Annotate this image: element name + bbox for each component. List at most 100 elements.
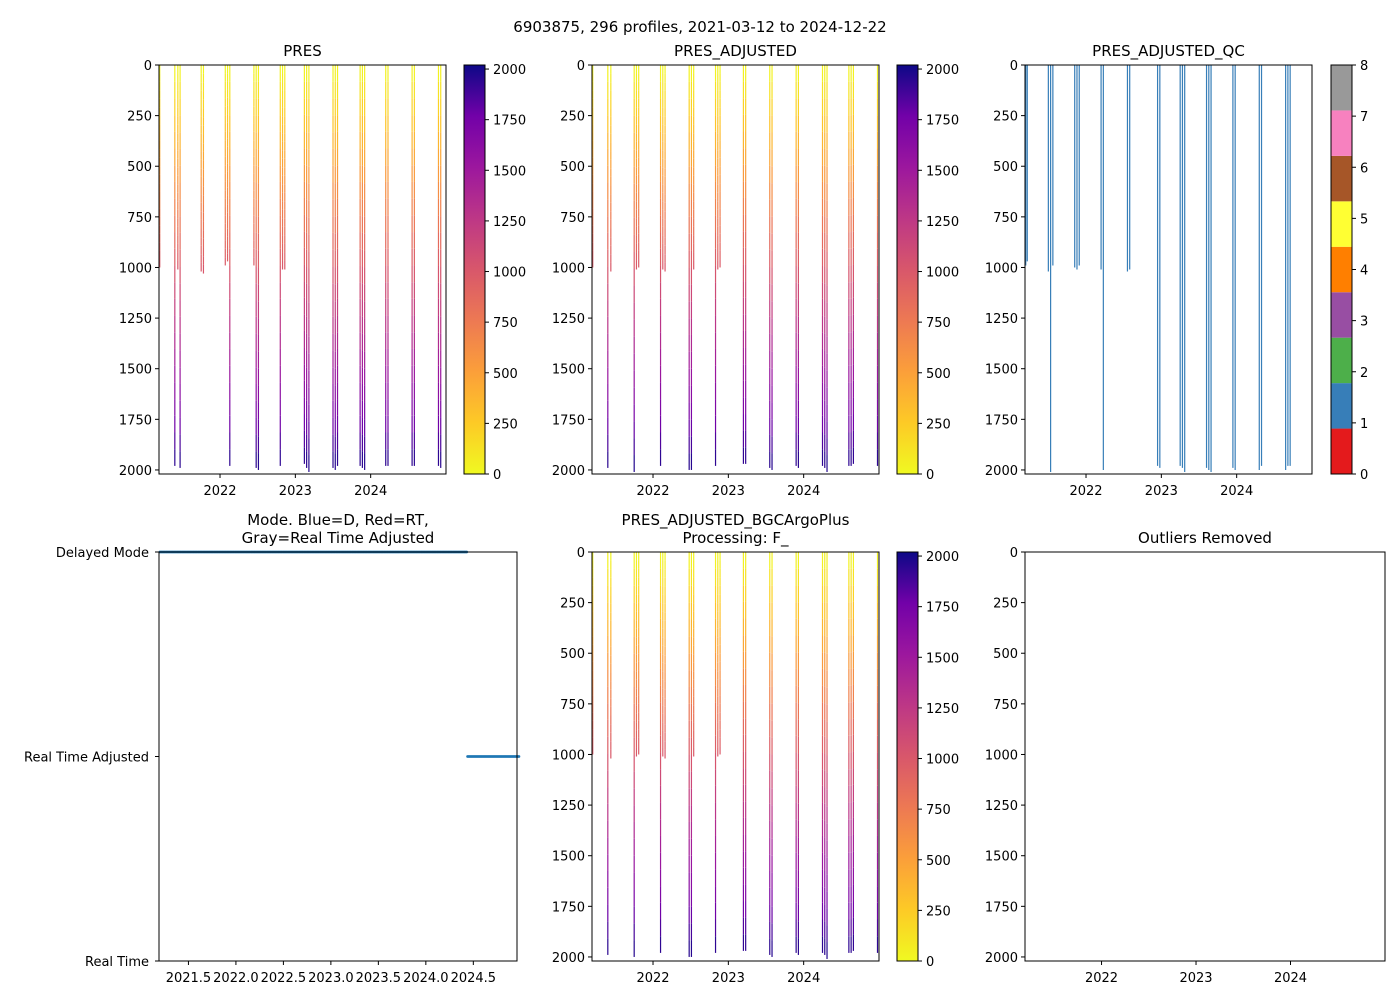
y-tick-label: 0 — [577, 59, 585, 74]
colorbar-tick-label: 500 — [493, 367, 518, 382]
chart-outliers: Outliers Removed 0 250 500 750 1000 1250 1500 17… — [985, 529, 1386, 986]
y-tick-label: 1000 — [552, 748, 585, 763]
colorbar-gradient — [464, 65, 485, 474]
y-tick-label: 750 — [127, 211, 152, 226]
y-tick-label: 500 — [127, 160, 152, 175]
colorbar-segment — [1331, 383, 1352, 429]
colorbar-tick-label: 1000 — [926, 753, 959, 768]
y-tick-label: 250 — [993, 110, 1018, 125]
chart-pres_adj: PRES_ADJUSTED 0 250 500 750 1000 1250 1500 1750 2… — [552, 42, 959, 499]
x-tick-label: 2023 — [279, 484, 312, 499]
y-tick-label: 1250 — [985, 312, 1018, 327]
colorbar-segment — [1331, 110, 1352, 156]
figure-title: 6903875, 296 profiles, 2021-03-12 to 202… — [513, 18, 886, 36]
colorbar-tick-label: 4 — [1360, 264, 1368, 279]
colorbar-tick-label: 500 — [926, 367, 951, 382]
colorbar-tick-label: 0 — [926, 955, 934, 970]
y-tick-label: 1750 — [552, 900, 585, 915]
y-tick-label: 1500 — [119, 363, 152, 378]
colorbar-segment — [1331, 292, 1352, 338]
colorbar-gradient — [897, 65, 918, 474]
colorbar-tick-label: 0 — [1360, 468, 1368, 483]
colorbar-tick-label: 1250 — [926, 215, 959, 230]
y-tick-label: 500 — [560, 160, 585, 175]
colorbar-tick-label: 750 — [493, 316, 518, 331]
y-tick-label: 750 — [560, 211, 585, 226]
colorbar-tick-label: 2 — [1360, 366, 1368, 381]
y-tick-label: 500 — [993, 647, 1018, 662]
y-tick-label: 1250 — [552, 312, 585, 327]
y-category-label: Real Time Adjusted — [24, 751, 149, 766]
y-tick-label: 1250 — [119, 312, 152, 327]
x-tick-label: 2024.0 — [403, 971, 449, 986]
x-tick-label: 2024 — [1274, 971, 1307, 986]
colorbar-tick-label: 0 — [493, 468, 501, 483]
y-tick-label: 2000 — [552, 464, 585, 479]
plot-frame — [591, 551, 880, 962]
colorbar-tick-label: 1750 — [926, 114, 959, 129]
colorbar-frame — [1330, 64, 1353, 475]
colorbar-frame — [896, 64, 919, 475]
x-tick-label: 2022 — [1085, 971, 1118, 986]
chart-title: Outliers Removed — [1138, 529, 1272, 547]
y-tick-label: 250 — [560, 110, 585, 125]
colorbar-gradient — [897, 552, 918, 961]
chart-title: PRES — [283, 42, 321, 60]
y-tick-label: 750 — [560, 698, 585, 713]
x-tick-label: 2022 — [1069, 484, 1102, 499]
chart-pres_adj_qc: PRES_ADJUSTED_QC025050075010001250150017… — [985, 42, 1368, 499]
plot-frame — [1024, 551, 1386, 962]
colorbar-tick-label: 6 — [1360, 161, 1368, 176]
y-tick-label: 2000 — [119, 464, 152, 479]
x-tick-label: 2024 — [1220, 484, 1253, 499]
y-tick-label: 1000 — [985, 261, 1018, 276]
colorbar-tick-label: 1000 — [926, 266, 959, 281]
y-tick-label: 1500 — [985, 363, 1018, 378]
y-tick-label: 1000 — [985, 748, 1018, 763]
y-tick-label: 1250 — [552, 799, 585, 814]
y-tick-label: 0 — [144, 59, 152, 74]
y-category-label: Delayed Mode — [56, 546, 149, 561]
plot-frame — [158, 64, 447, 475]
x-tick-label: 2024 — [787, 971, 820, 986]
y-tick-label: 2000 — [552, 951, 585, 966]
data-point — [517, 755, 521, 758]
y-tick-label: 1500 — [985, 850, 1018, 865]
x-tick-label: 2023.0 — [308, 971, 354, 986]
y-tick-label: 1500 — [552, 363, 585, 378]
colorbar-segment — [1331, 155, 1352, 202]
colorbar-segment — [1331, 337, 1352, 384]
y-tick-label: 2000 — [985, 951, 1018, 966]
colorbar-tick-label: 1750 — [926, 601, 959, 616]
y-tick-label: 0 — [577, 546, 585, 561]
x-tick-label: 2024.5 — [451, 971, 497, 986]
chart-title-line2: Gray=Real Time Adjusted — [242, 529, 435, 547]
colorbar-tick-label: 500 — [926, 854, 951, 869]
y-tick-label: 1000 — [552, 261, 585, 276]
chart-title: Mode. Blue=D, Red=RT, — [247, 511, 429, 529]
colorbar-tick-label: 250 — [493, 417, 518, 432]
y-tick-label: 500 — [993, 160, 1018, 175]
colorbar-segment — [1331, 428, 1352, 474]
colorbar-tick-label: 750 — [926, 316, 951, 331]
y-tick-label: 1250 — [985, 799, 1018, 814]
colorbar-tick-label: 7 — [1360, 110, 1368, 125]
y-tick-label: 250 — [993, 597, 1018, 612]
colorbar-tick-label: 3 — [1360, 315, 1368, 330]
chart-title: PRES_ADJUSTED_BGCArgoPlus — [622, 511, 850, 530]
colorbar-tick-label: 2000 — [493, 63, 526, 78]
colorbar-segment — [1331, 246, 1352, 293]
chart-pres: PRES 0 250 500 750 1000 1250 1500 1750 2000 2022 20… — [119, 42, 526, 499]
y-tick-label: 2000 — [985, 464, 1018, 479]
y-tick-label: 750 — [993, 698, 1018, 713]
colorbar-segment — [1331, 201, 1352, 247]
colorbar-tick-label: 250 — [926, 417, 951, 432]
colorbar-tick-label: 1250 — [926, 702, 959, 717]
colorbar-tick-label: 1250 — [493, 215, 526, 230]
x-tick-label: 2022 — [203, 484, 236, 499]
y-tick-label: 1750 — [985, 900, 1018, 915]
colorbar-tick-label: 1000 — [493, 266, 526, 281]
y-tick-label: 500 — [560, 647, 585, 662]
colorbar-tick-label: 2000 — [926, 550, 959, 565]
